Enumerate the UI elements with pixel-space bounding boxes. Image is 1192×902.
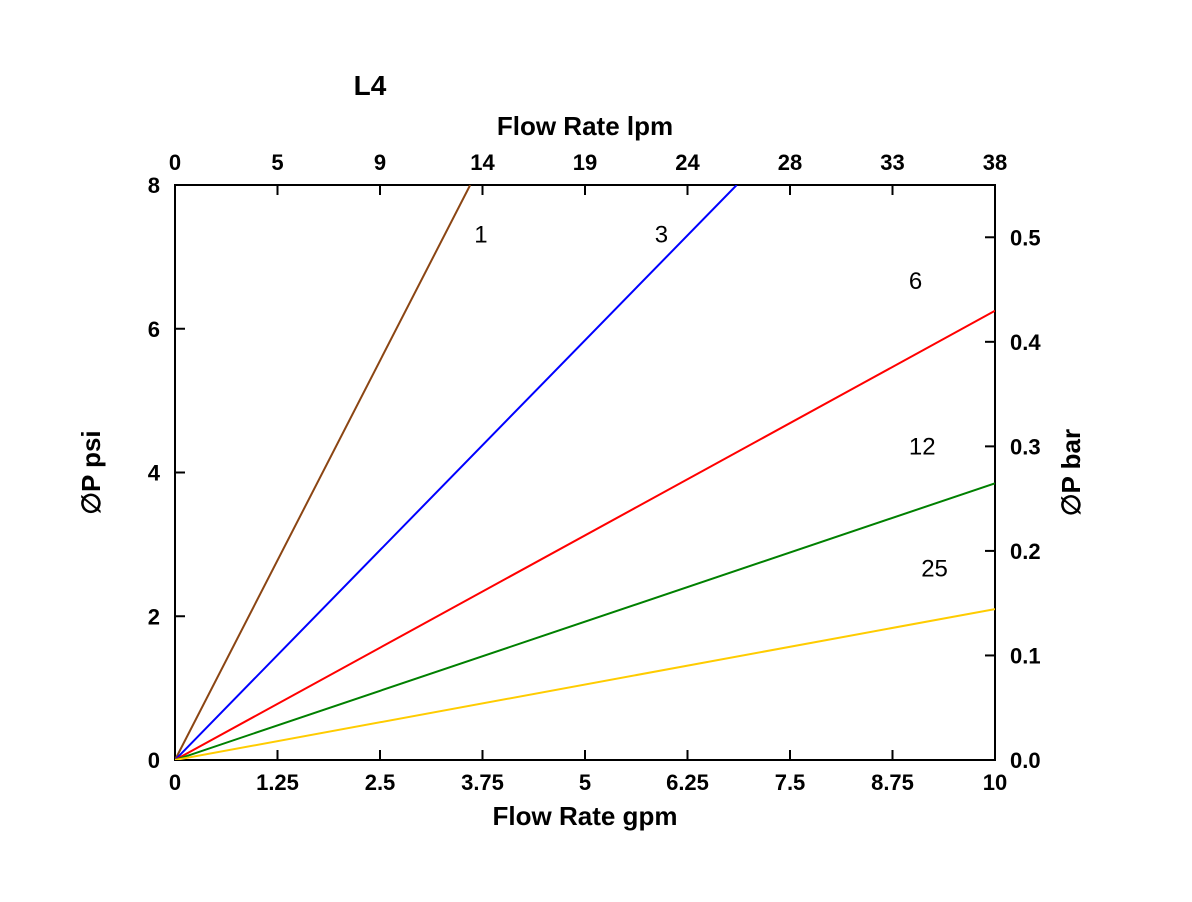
series-label-25: 25 [921,556,948,583]
x-bottom-tick-label: 8.75 [871,770,914,795]
x-bottom-tick-label: 6.25 [666,770,709,795]
y-right-axis-label: ∅P bar [1056,429,1086,516]
x-top-tick-label: 24 [675,150,700,175]
y-left-axis-label: ∅P psi [76,430,106,514]
chart-title-l4: L4 [354,70,387,101]
series-group [175,185,995,760]
x-top-tick-label: 33 [880,150,904,175]
series-line-6 [175,311,995,760]
y-right-tick-label: 0.1 [1010,643,1041,668]
series-line-25 [175,609,995,760]
x-top-tick-label: 9 [374,150,386,175]
plot-border [175,185,995,760]
y-left-tick-label: 8 [148,173,160,198]
x-bottom-axis-label: Flow Rate gpm [493,801,678,831]
series-label-3: 3 [655,222,668,249]
x-top-axis-label: Flow Rate lpm [497,111,673,141]
y-left-tick-label: 2 [148,604,160,629]
y-left-tick-label: 6 [148,317,160,342]
x-bottom-tick-label: 10 [983,770,1007,795]
x-top-tick-label: 19 [573,150,597,175]
x-top-tick-label: 38 [983,150,1007,175]
x-top-tick-label: 5 [271,150,283,175]
y-right-tick-label: 0.4 [1010,330,1041,355]
x-bottom-tick-label: 3.75 [461,770,504,795]
y-right-tick-label: 0.3 [1010,434,1041,459]
series-line-1 [175,185,470,760]
y-right-tick-label: 0.2 [1010,539,1041,564]
x-bottom-tick-label: 2.5 [365,770,396,795]
pressure-drop-flow-chart: 01.252.53.7556.257.58.7510Flow Rate gpm0… [0,0,1192,902]
y-right-tick-label: 0.0 [1010,748,1041,773]
x-bottom-tick-label: 7.5 [775,770,806,795]
series-label-6: 6 [909,268,922,295]
x-top-tick-label: 14 [470,150,495,175]
chart-svg: 01.252.53.7556.257.58.7510Flow Rate gpm0… [0,0,1192,902]
series-label-12: 12 [909,434,936,461]
x-bottom-tick-label: 5 [579,770,591,795]
series-line-3 [175,185,737,760]
y-right-tick-label: 0.5 [1010,225,1041,250]
series-label-1: 1 [474,222,487,249]
x-top-tick-label: 0 [169,150,181,175]
x-bottom-tick-label: 1.25 [256,770,299,795]
series-line-12 [175,483,995,760]
y-left-tick-label: 0 [148,748,160,773]
y-left-tick-label: 4 [148,461,161,486]
x-bottom-tick-label: 0 [169,770,181,795]
x-top-tick-label: 28 [778,150,802,175]
